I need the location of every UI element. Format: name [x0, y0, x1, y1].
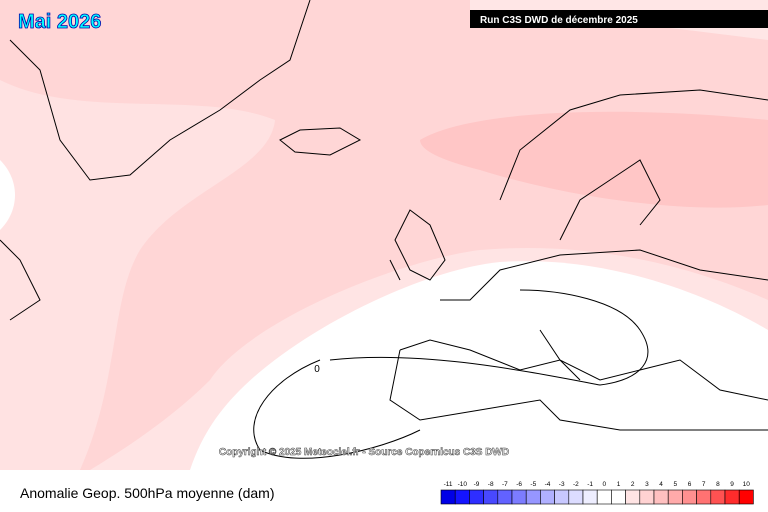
copyright: Copyright © 2025 Meteociel.fr - Source C…: [219, 447, 509, 458]
colorbar-swatch: [454, 489, 470, 505]
coastline: [279, 127, 362, 156]
colorbar-label: 5: [673, 481, 677, 488]
colorbar-label: -6: [516, 481, 522, 488]
colorbar-swatch: [568, 489, 584, 505]
contour-label: 0: [314, 364, 320, 375]
colorbar-swatch: [440, 489, 456, 505]
colorbar-label: 7: [702, 481, 706, 488]
colorbar-label: 2: [631, 481, 635, 488]
colorbar-swatch: [554, 489, 570, 505]
contour: [253, 359, 421, 459]
colorbar-swatch: [497, 489, 513, 505]
colorbar-swatch: [696, 489, 712, 505]
run-box: [470, 10, 768, 28]
contour: [329, 289, 649, 386]
colorbar-label: 0: [602, 481, 606, 488]
colorbar-swatch: [525, 489, 541, 505]
colorbar-label: -10: [458, 481, 468, 488]
colorbar-label: -1: [587, 481, 593, 488]
colorbar-label: 10: [743, 481, 751, 488]
colorbar-swatch: [724, 489, 740, 505]
coastline: [9, 0, 311, 181]
run-label: Run C3S DWD de décembre 2025: [480, 15, 638, 26]
colorbar-label: 8: [716, 481, 720, 488]
colorbar-swatch: [582, 489, 598, 505]
colorbar-swatch: [738, 489, 754, 505]
anomaly-band: [420, 111, 768, 208]
colorbar-swatch: [511, 489, 527, 505]
colorbar-label: -2: [573, 481, 579, 488]
colorbar-label: 4: [659, 481, 663, 488]
coastline: [499, 89, 768, 241]
colorbar-label: -4: [545, 481, 551, 488]
anomaly-band: [0, 160, 15, 230]
colorbar-label: -11: [444, 481, 453, 488]
colorbar-swatch: [653, 489, 669, 505]
colorbar-swatch: [611, 489, 626, 505]
colorbar-swatch: [625, 489, 641, 505]
colorbar-swatch: [710, 489, 726, 505]
colorbar-label: -5: [530, 481, 536, 488]
colorbar-swatch: [667, 489, 683, 505]
anomaly-band: [190, 261, 768, 470]
colorbar-label: 9: [730, 481, 734, 488]
caption: Anomalie Geop. 500hPa moyenne (dam): [20, 485, 274, 501]
anomaly-band: [0, 80, 275, 470]
colorbar-swatch: [483, 489, 499, 505]
colorbar-label: 6: [688, 481, 692, 488]
colorbar-label: 1: [617, 481, 621, 488]
coastline: [0, 239, 41, 321]
coastline: [389, 329, 768, 431]
colorbar-swatch: [540, 489, 555, 505]
colorbar-swatch: [596, 489, 612, 505]
colorbar: -11 -10 -9 -8 -7 -6 -5 -4 -3 -2 -1 0 1 2 3 4 5 6 7 8 9 10: [440, 481, 754, 505]
coastline: [399, 249, 768, 401]
colorbar-swatch: [469, 489, 484, 505]
colorbar-label: -8: [488, 481, 494, 488]
colorbar-label: -3: [559, 481, 565, 488]
map-title: Mai 2026: [18, 11, 101, 33]
colorbar-swatch: [639, 489, 655, 505]
colorbar-label: -7: [502, 481, 508, 488]
colorbar-label: 3: [645, 481, 649, 488]
coastline: [389, 209, 446, 281]
colorbar-swatch: [682, 489, 697, 505]
colorbar-label: -9: [474, 481, 480, 488]
